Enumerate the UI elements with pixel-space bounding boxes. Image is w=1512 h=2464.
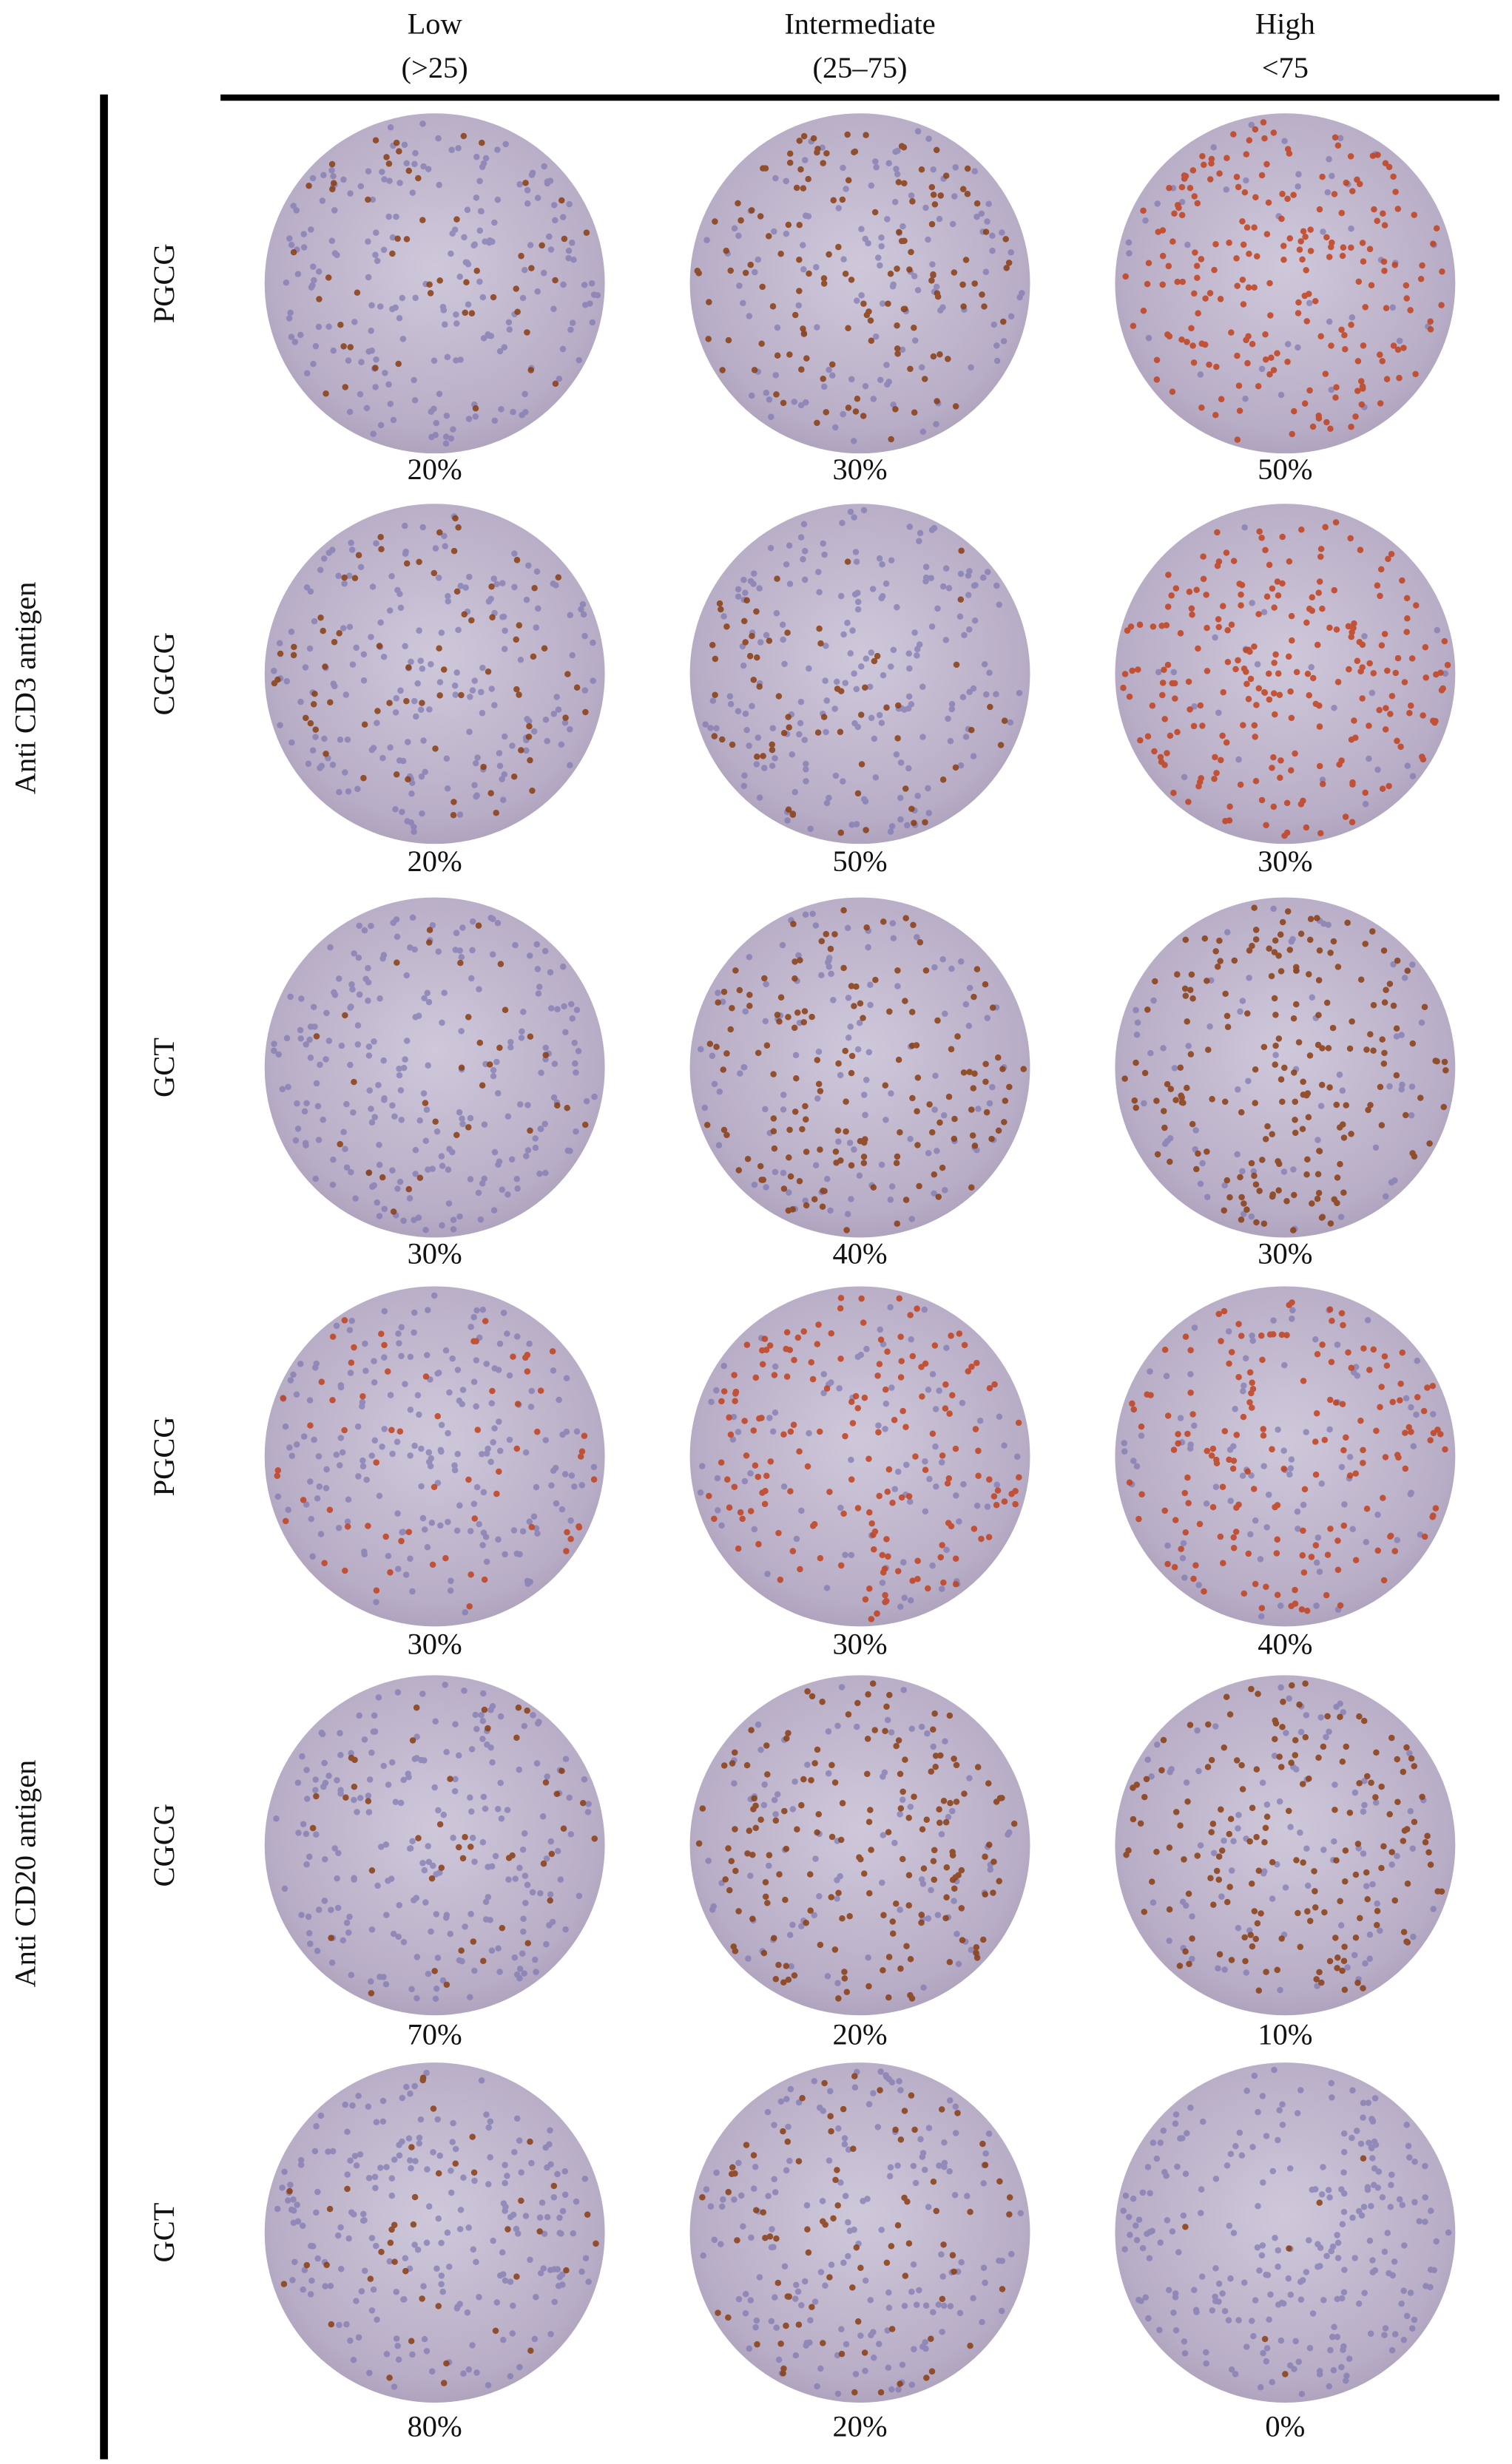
percentage: 40%: [1258, 1627, 1312, 1660]
micrograph: [264, 113, 605, 454]
percentage: 80%: [408, 2409, 462, 2443]
micrograph: [689, 2062, 1030, 2403]
nuclei: [1120, 2066, 1452, 2397]
nuclei: [1155, 524, 1449, 808]
column-range: <75: [1262, 51, 1309, 84]
percentage: 30%: [1258, 845, 1312, 878]
row-label: CGCG: [147, 1804, 180, 1886]
column-title: High: [1255, 7, 1315, 40]
percentage: 50%: [832, 845, 887, 878]
micrograph: [264, 1675, 605, 2016]
row-label: PGCG: [147, 243, 180, 323]
row-label: GCT: [147, 2202, 180, 2262]
stained-cells: [1121, 904, 1449, 1233]
column-range: (>25): [402, 51, 468, 84]
percentage: 0%: [1265, 2409, 1305, 2443]
column-title: Intermediate: [784, 7, 935, 40]
micrograph: [264, 504, 605, 845]
percentage: 30%: [408, 1236, 462, 1270]
micrograph: [264, 2062, 605, 2403]
stained-cells: [706, 1294, 1022, 1622]
percentage: 50%: [1258, 453, 1312, 486]
percentage: 40%: [832, 1236, 887, 1270]
nuclei: [274, 1292, 598, 1616]
percentage: 30%: [832, 1627, 887, 1660]
percentage: 30%: [408, 1627, 462, 1660]
micrograph: [1115, 1675, 1456, 2016]
column-range: (25–75): [813, 51, 908, 84]
nuclei: [702, 507, 1023, 835]
percentage: 20%: [408, 845, 462, 878]
stained-cells: [703, 907, 1027, 1233]
micrograph: [1115, 504, 1456, 845]
percentage: 20%: [832, 2017, 887, 2051]
row-label: GCT: [147, 1038, 180, 1097]
micrograph: [689, 1675, 1030, 2016]
micrograph: [689, 113, 1030, 454]
group-label: Anti CD20 antigen: [9, 1760, 42, 1988]
micrograph: [264, 897, 605, 1238]
percentage: 20%: [832, 2409, 887, 2443]
percentage: 70%: [408, 2017, 462, 2051]
row-label: CGCG: [147, 632, 180, 715]
nuclei: [283, 121, 601, 447]
percentage: 20%: [408, 453, 462, 486]
micrograph: [689, 897, 1030, 1238]
percentage: 30%: [1258, 1236, 1312, 1270]
nuclei: [274, 2069, 592, 2390]
stained-cells: [1126, 1299, 1448, 1614]
nuclei: [271, 914, 598, 1233]
row-label: PGCG: [147, 1416, 180, 1496]
group-label: Anti CD3 antigen: [9, 582, 42, 795]
micrograph: [1115, 113, 1456, 454]
percentage: 30%: [832, 453, 887, 486]
nuclei: [705, 1684, 1013, 1991]
micrograph: [689, 1286, 1030, 1627]
micrograph: [1115, 2062, 1456, 2403]
column-title: Low: [408, 7, 463, 40]
percentage: 10%: [1258, 2017, 1312, 2051]
